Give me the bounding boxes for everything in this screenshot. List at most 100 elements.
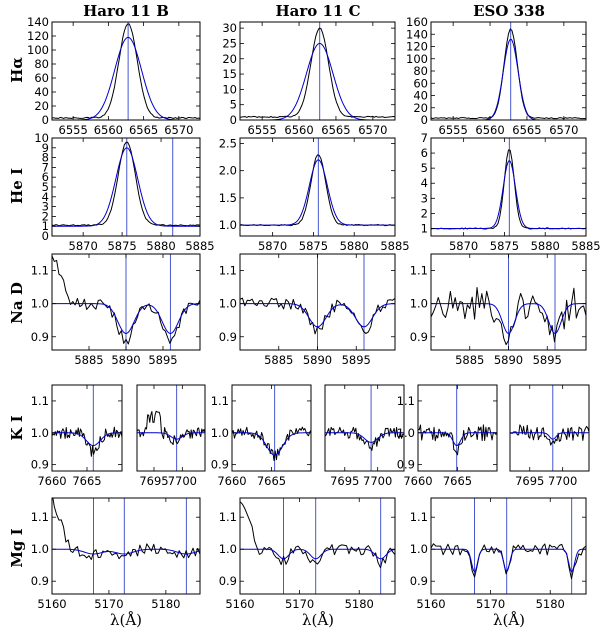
x-tick-label: 5875: [490, 239, 519, 253]
panel-ki-e1: 7660 7665 0.9 1.0 1.1: [397, 384, 498, 488]
model-fit-mg-c: [240, 548, 395, 560]
x-tick-label: 7665: [443, 474, 472, 488]
x-tick-label: 5875: [299, 239, 328, 253]
observed-spectrum-mg-b: [52, 498, 200, 560]
row-label-halpha: Hα: [8, 57, 26, 83]
y-tick-label: 120: [406, 40, 428, 54]
observed-spectrum-ha-b: [52, 23, 200, 119]
panel-nad-c: 5885 5890 5895 0.9 1.0 1.1: [219, 253, 396, 367]
x-tick-label: 6560: [475, 123, 504, 137]
y-tick-label: 0: [421, 113, 428, 127]
y-tick-label: 0: [42, 113, 49, 127]
x-tick-label: 5885: [571, 239, 600, 253]
y-tick-label: 1.1: [410, 264, 428, 278]
x-tick-label: 5885: [74, 353, 103, 367]
y-tick-label: 100: [27, 43, 49, 57]
y-tick-label: 140: [27, 15, 49, 29]
model-fit-mg-e: [431, 548, 586, 573]
plot-frame: [239, 21, 396, 121]
observed-spectrum-ki-b2: [137, 410, 205, 446]
observed-spectrum-he-b: [52, 141, 200, 227]
y-tick-label: 1.1: [397, 394, 415, 408]
y-tick-label: 120: [27, 29, 49, 43]
model-fit-nad-b: [52, 303, 200, 334]
column-title-eso338: ESO 338: [473, 2, 545, 20]
y-tick-label: 1.1: [31, 394, 49, 408]
y-tick-label: 1.0: [31, 542, 49, 556]
x-tick-label: 5870: [449, 239, 478, 253]
y-tick-label: 25: [222, 36, 237, 50]
panel-ki-b1: 7660 7665 0.9 1.0 1.1: [31, 384, 123, 488]
y-tick-label: 40: [413, 89, 428, 103]
y-tick-label: 80: [413, 64, 428, 78]
x-tick-label: 6555: [439, 123, 468, 137]
x-tick-label: 5160: [37, 597, 66, 611]
x-tick-label: 6555: [248, 123, 277, 137]
plot-frame: [51, 384, 123, 472]
model-fit-he-c: [240, 159, 395, 226]
observed-spectrum-ki-c2: [325, 426, 404, 451]
panel-ki-c2: 7695 7700: [324, 384, 405, 488]
plot-frame: [51, 137, 201, 237]
y-tick-label: 1.5: [219, 191, 237, 205]
x-tick-label: 5880: [340, 239, 369, 253]
model-fit-nad-c: [240, 303, 395, 328]
model-fit-ki-e1: [418, 432, 497, 446]
y-tick-label: 2: [42, 209, 49, 223]
x-axis-label-col2: λ(Å): [302, 611, 334, 629]
model-fit-ki-c1: [232, 432, 311, 456]
plot-frame: [51, 21, 201, 121]
y-tick-label: 0.9: [31, 458, 49, 472]
y-tick-label: 0.9: [219, 330, 237, 344]
plot-frame: [430, 21, 587, 121]
y-tick-label: 15: [222, 67, 237, 81]
x-tick-label: 5170: [94, 597, 123, 611]
observed-spectrum-ki-c1: [232, 426, 311, 461]
panel-ki-b2: 7695 7700: [136, 384, 206, 488]
x-tick-label: 5180: [536, 597, 565, 611]
plot-frame: [239, 137, 396, 237]
observed-spectrum-ki-e2: [510, 424, 589, 446]
y-tick-label: 6: [42, 170, 49, 184]
panel-ki-e2: 7695 7700: [509, 384, 590, 488]
y-tick-label: 1.0: [397, 426, 415, 440]
x-tick-label: 5870: [258, 239, 287, 253]
column-title-haro11c: Haro 11 C: [275, 2, 360, 20]
y-tick-label: 4: [421, 176, 428, 190]
y-tick-label: 6: [421, 146, 428, 160]
observed-spectrum-ha-e: [431, 28, 586, 120]
y-tick-label: 1.1: [31, 264, 49, 278]
y-tick-label: 1.0: [219, 542, 237, 556]
panel-he-c: 5870 5875 5880 5885 1.0 1.5 2.0 2.5: [219, 136, 410, 253]
x-tick-label: 5885: [185, 239, 214, 253]
y-tick-label: 100: [406, 52, 428, 66]
x-tick-label: 5160: [416, 597, 445, 611]
plot-frame: [51, 497, 201, 595]
plot-frame: [509, 384, 590, 472]
model-fit-ha-c: [240, 42, 395, 120]
x-tick-label: 5870: [69, 239, 98, 253]
y-tick-label: 1.1: [219, 264, 237, 278]
y-tick-label: 2: [421, 206, 428, 220]
y-tick-label: 2.0: [219, 164, 237, 178]
y-tick-label: 20: [413, 101, 428, 115]
y-tick-label: 7: [42, 160, 49, 174]
y-tick-label: 0.9: [397, 458, 415, 472]
model-fit-ki-c2: [325, 432, 404, 443]
y-tick-label: 0.9: [410, 330, 428, 344]
row-label-mgi: Mg I: [8, 528, 26, 567]
y-tick-label: 1.0: [219, 297, 237, 311]
y-tick-label: 3: [42, 200, 49, 214]
observed-spectrum-nad-b: [52, 255, 200, 345]
x-tick-label: 7695: [139, 474, 168, 488]
panel-ki-c1: 7660 7665 0.9 1.0 1.1: [211, 384, 312, 488]
model-fit-ki-e2: [510, 432, 589, 440]
y-tick-label: 1: [42, 219, 49, 233]
y-tick-label: 3: [421, 191, 428, 205]
panel-mg-c: 5160 5170 5180 0.9 1.0 1.1: [219, 497, 396, 611]
y-tick-label: 20: [222, 52, 237, 66]
